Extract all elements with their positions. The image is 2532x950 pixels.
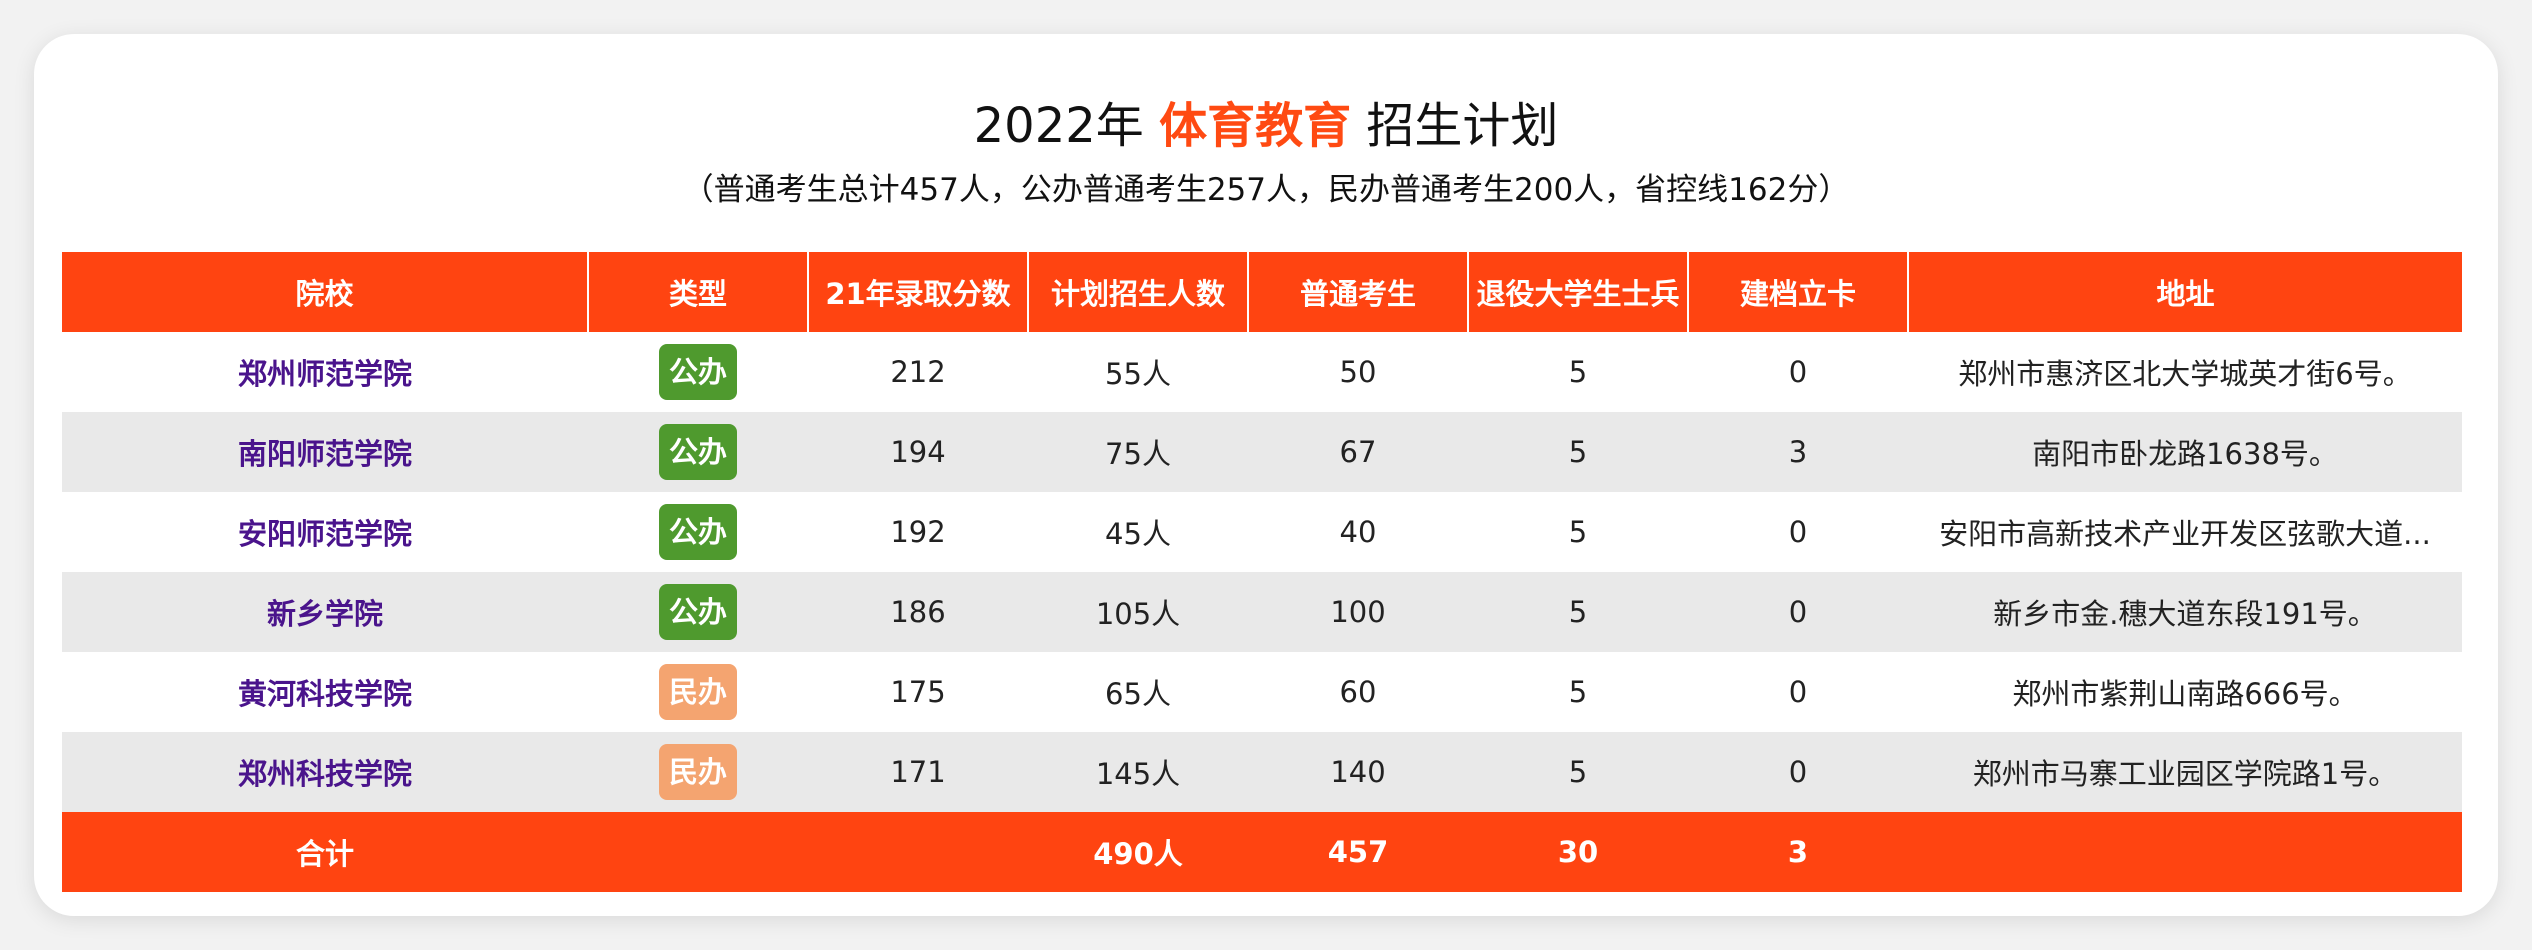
type-badge-private: 民办 (659, 664, 737, 720)
poverty-cell: 0 (1688, 652, 1908, 732)
type-badge-public: 公办 (659, 344, 737, 400)
school-name[interactable]: 郑州师范学院 (62, 332, 588, 412)
total-score (808, 812, 1028, 892)
score-cell: 171 (808, 732, 1028, 812)
header-score: 21年录取分数 (808, 252, 1029, 332)
poverty-cell: 0 (1688, 492, 1908, 572)
page-title: 2022年 体育教育 招生计划 (34, 86, 2498, 156)
table-total-row: 合计 490人 457 30 3 (62, 812, 2462, 892)
poverty-cell: 0 (1688, 732, 1908, 812)
address-cell: 新乡市金.穗大道东段191号。 (1908, 572, 2462, 652)
table-header-row: 院校 类型 21年录取分数 计划招生人数 普通考生 退役大学生士兵 建档立卡 地… (62, 252, 2462, 332)
admission-table: 院校 类型 21年录取分数 计划招生人数 普通考生 退役大学生士兵 建档立卡 地… (62, 252, 2462, 892)
score-cell: 194 (808, 412, 1028, 492)
score-cell: 186 (808, 572, 1028, 652)
total-type (588, 812, 808, 892)
address-cell: 安阳市高新技术产业开发区弦歌大道... (1908, 492, 2462, 572)
header-address: 地址 (1908, 252, 2462, 332)
header-regular: 普通考生 (1248, 252, 1469, 332)
regular-cell: 140 (1248, 732, 1468, 812)
school-name[interactable]: 新乡学院 (62, 572, 588, 652)
regular-cell: 67 (1248, 412, 1468, 492)
type-badge-public: 公办 (659, 424, 737, 480)
veteran-cell: 5 (1468, 732, 1688, 812)
address-cell: 郑州市马寨工业园区学院路1号。 (1908, 732, 2462, 812)
admission-plan-card: 2022年 体育教育 招生计划 （普通考生总计457人，公办普通考生257人，民… (34, 34, 2498, 916)
total-regular: 457 (1248, 812, 1468, 892)
header-poverty: 建档立卡 (1688, 252, 1909, 332)
total-poverty: 3 (1688, 812, 1908, 892)
regular-cell: 40 (1248, 492, 1468, 572)
title-suffix: 招生计划 (1366, 98, 1559, 154)
school-name[interactable]: 郑州科技学院 (62, 732, 588, 812)
regular-cell: 100 (1248, 572, 1468, 652)
total-address (1908, 812, 2462, 892)
veteran-cell: 5 (1468, 332, 1688, 412)
title-major: 体育教育 (1159, 98, 1352, 154)
plan-cell: 75人 (1028, 412, 1248, 492)
header-school: 院校 (62, 252, 589, 332)
table-row: 安阳师范学院 公办 192 45人 40 5 0 安阳市高新技术产业开发区弦歌大… (62, 492, 2462, 572)
type-badge-public: 公办 (659, 584, 737, 640)
title-year: 2022年 (973, 98, 1144, 154)
address-cell: 郑州市紫荆山南路666号。 (1908, 652, 2462, 732)
header-plan: 计划招生人数 (1028, 252, 1249, 332)
school-name[interactable]: 黄河科技学院 (62, 652, 588, 732)
table-row: 郑州科技学院 民办 171 145人 140 5 0 郑州市马寨工业园区学院路1… (62, 732, 2462, 812)
total-veteran: 30 (1468, 812, 1688, 892)
veteran-cell: 5 (1468, 652, 1688, 732)
veteran-cell: 5 (1468, 492, 1688, 572)
type-badge-private: 民办 (659, 744, 737, 800)
total-plan: 490人 (1028, 812, 1248, 892)
school-name[interactable]: 南阳师范学院 (62, 412, 588, 492)
poverty-cell: 0 (1688, 332, 1908, 412)
header-veteran: 退役大学生士兵 (1468, 252, 1689, 332)
total-label: 合计 (62, 812, 588, 892)
score-cell: 175 (808, 652, 1028, 732)
type-cell: 公办 (588, 332, 808, 412)
type-cell: 民办 (588, 732, 808, 812)
score-cell: 192 (808, 492, 1028, 572)
type-cell: 民办 (588, 652, 808, 732)
plan-cell: 145人 (1028, 732, 1248, 812)
header-type: 类型 (588, 252, 809, 332)
plan-cell: 105人 (1028, 572, 1248, 652)
score-cell: 212 (808, 332, 1028, 412)
veteran-cell: 5 (1468, 412, 1688, 492)
page-subtitle: （普通考生总计457人，公办普通考生257人，民办普通考生200人，省控线162… (682, 172, 1850, 208)
plan-cell: 65人 (1028, 652, 1248, 732)
address-cell: 南阳市卧龙路1638号。 (1908, 412, 2462, 492)
table-row: 新乡学院 公办 186 105人 100 5 0 新乡市金.穗大道东段191号。 (62, 572, 2462, 652)
table-row: 黄河科技学院 民办 175 65人 60 5 0 郑州市紫荆山南路666号。 (62, 652, 2462, 732)
school-name[interactable]: 安阳师范学院 (62, 492, 588, 572)
table-row: 郑州师范学院 公办 212 55人 50 5 0 郑州市惠济区北大学城英才街6号… (62, 332, 2462, 412)
veteran-cell: 5 (1468, 572, 1688, 652)
table-row: 南阳师范学院 公办 194 75人 67 5 3 南阳市卧龙路1638号。 (62, 412, 2462, 492)
plan-cell: 55人 (1028, 332, 1248, 412)
poverty-cell: 3 (1688, 412, 1908, 492)
type-badge-public: 公办 (659, 504, 737, 560)
address-cell: 郑州市惠济区北大学城英才街6号。 (1908, 332, 2462, 412)
plan-cell: 45人 (1028, 492, 1248, 572)
type-cell: 公办 (588, 492, 808, 572)
regular-cell: 60 (1248, 652, 1468, 732)
regular-cell: 50 (1248, 332, 1468, 412)
poverty-cell: 0 (1688, 572, 1908, 652)
type-cell: 公办 (588, 572, 808, 652)
type-cell: 公办 (588, 412, 808, 492)
